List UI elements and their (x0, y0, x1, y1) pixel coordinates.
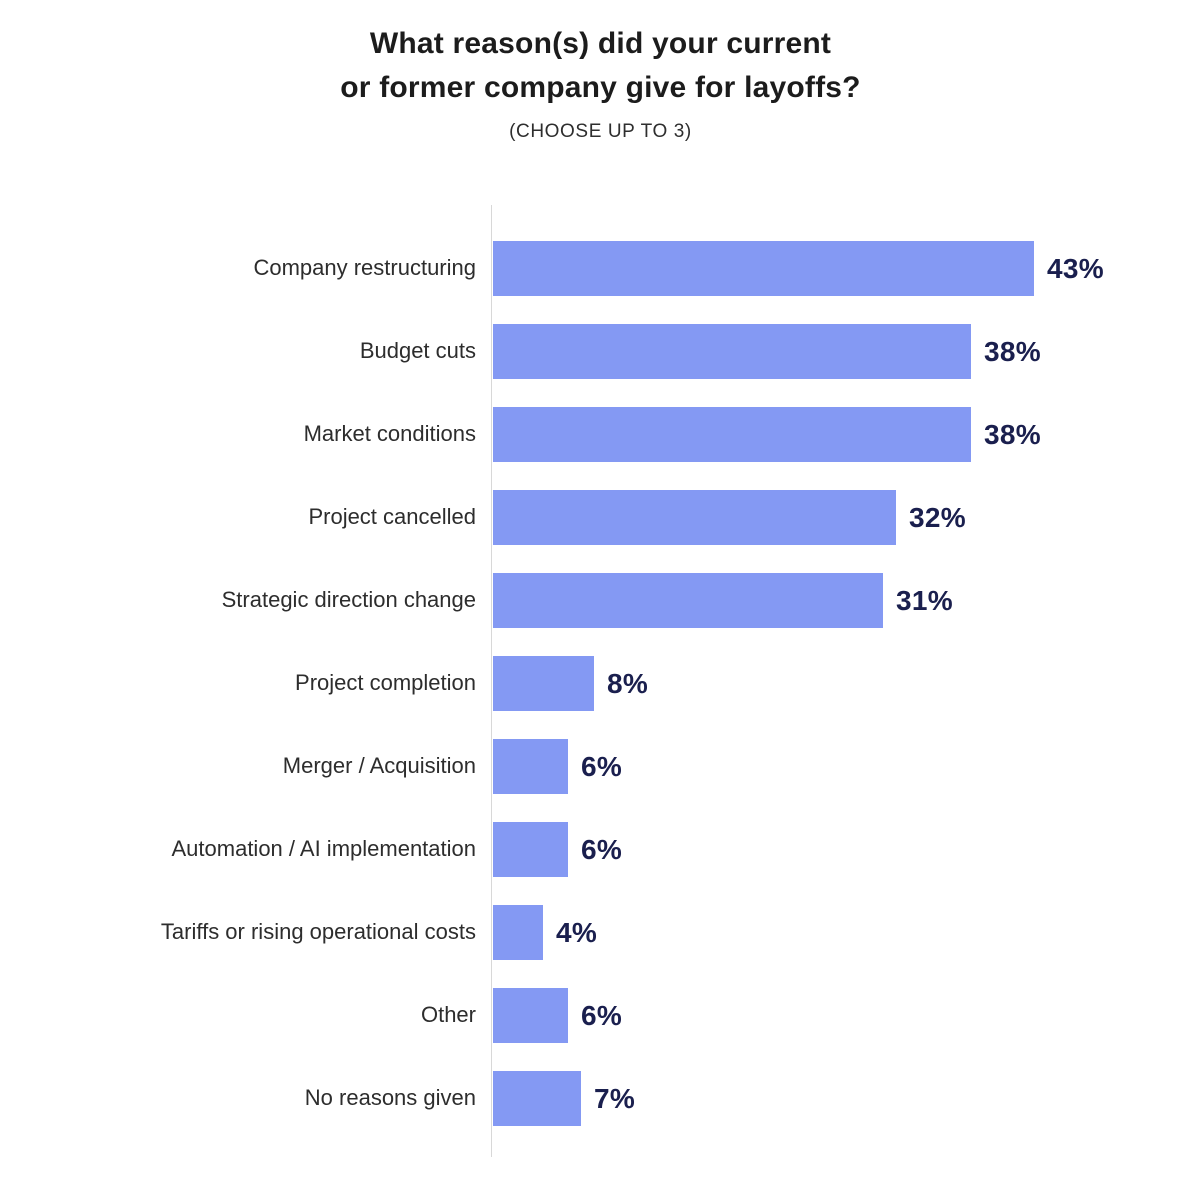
value-label: 38% (984, 335, 1041, 367)
category-label: Budget cuts (359, 338, 476, 364)
bar-area: 6% (493, 822, 1201, 877)
value-label: 6% (581, 999, 623, 1031)
chart-row: No reasons given 7% (0, 1057, 1201, 1140)
chart-row: Market conditions 38% (0, 393, 1201, 476)
bar-area: 38% (493, 407, 1201, 462)
chart-title: What reason(s) did your current or forme… (0, 22, 1201, 109)
value-label: 31% (896, 584, 953, 616)
chart-subtitle: (CHOOSE UP TO 3) (509, 121, 692, 142)
bar-area: 31% (493, 573, 1201, 628)
value-label: 8% (607, 667, 649, 699)
chart-title-line-2: or former company give for layoffs? (340, 70, 861, 104)
chart-row: Tariffs or rising operational costs 4% (0, 891, 1201, 974)
bar-area: 7% (493, 1071, 1201, 1126)
value-label: 38% (984, 418, 1041, 450)
value-label: 6% (581, 750, 623, 782)
bar-area: 4% (493, 905, 1201, 960)
category-label: No reasons given (304, 1085, 476, 1111)
chart-row: Automation / AI implementation 6% (0, 808, 1201, 891)
bar (493, 573, 883, 628)
bar-area: 43% (493, 241, 1201, 296)
value-label: 7% (594, 1082, 636, 1114)
bar (493, 407, 971, 462)
category-label: Market conditions (303, 421, 476, 447)
bar (493, 656, 594, 711)
category-label: Project cancelled (308, 504, 476, 530)
category-label: Tariffs or rising operational costs (160, 919, 476, 945)
category-label: Project completion (295, 670, 476, 696)
chart-title-line-1: What reason(s) did your current (369, 27, 832, 60)
category-label: Strategic direction change (221, 587, 476, 613)
value-label: 4% (556, 916, 598, 948)
bar (493, 988, 568, 1043)
chart-row: Project cancelled 32% (0, 476, 1201, 559)
category-label: Company restructuring (253, 255, 476, 281)
bar-area: 6% (493, 988, 1201, 1043)
category-label: Merger / Acquisition (282, 753, 476, 779)
bar (493, 1071, 581, 1126)
bar (493, 241, 1034, 296)
bar-chart: Company restructuring 43% Budget cuts 38% Ma… (0, 227, 1201, 1140)
chart-row: Company restructuring 43% (0, 227, 1201, 310)
bar-area: 8% (493, 656, 1201, 711)
category-label: Automation / AI implementation (171, 836, 477, 862)
bar-area: 32% (493, 490, 1201, 545)
chart-header: What reason(s) did your current or forme… (0, 22, 1201, 143)
bar (493, 739, 568, 794)
chart-row: Merger / Acquisition 6% (0, 725, 1201, 808)
value-label: 6% (581, 833, 623, 865)
category-label: Other (420, 1002, 476, 1028)
chart-row: Other 6% (0, 974, 1201, 1057)
chart-row: Budget cuts 38% (0, 310, 1201, 393)
bar (493, 490, 896, 545)
bar (493, 324, 971, 379)
y-axis-line (491, 205, 492, 1157)
bar-area: 6% (493, 739, 1201, 794)
bar (493, 822, 568, 877)
chart-row: Project completion 8% (0, 642, 1201, 725)
chart-row: Strategic direction change 31% (0, 559, 1201, 642)
bar-area: 38% (493, 324, 1201, 379)
value-label: 32% (909, 501, 966, 533)
value-label: 43% (1047, 252, 1104, 284)
bar (493, 905, 543, 960)
